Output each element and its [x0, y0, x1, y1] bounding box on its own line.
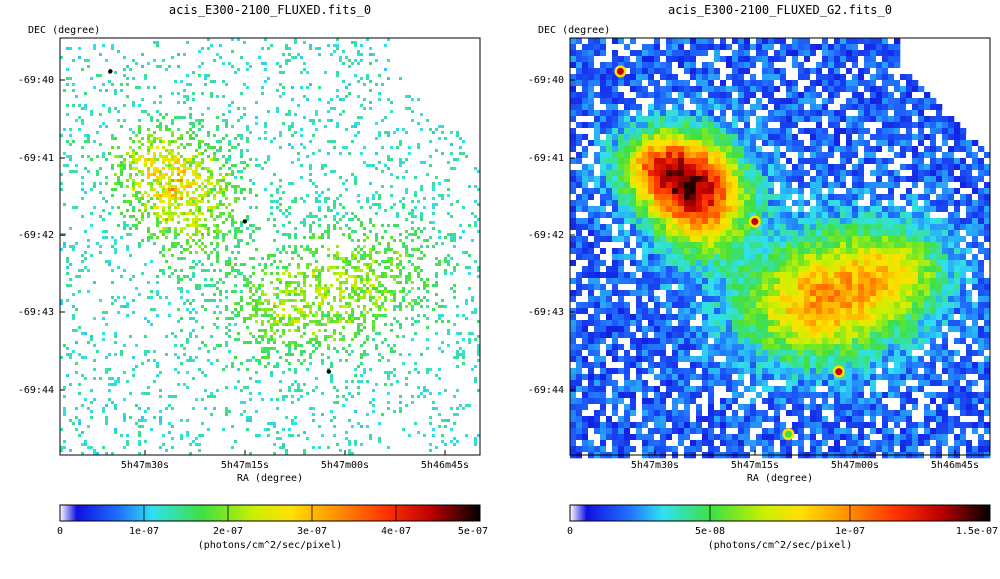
point-source	[835, 368, 842, 375]
fluxed-g2-y-tick-label: -69:40	[528, 75, 564, 86]
fluxed-chart-svg: acis_E300-2100_FLUXED.fits_0 DEC (degree…	[0, 0, 500, 575]
point-source	[617, 68, 624, 75]
point-source	[327, 369, 331, 373]
fluxed-g2-colorbar-tick-label: 0	[567, 526, 573, 537]
fluxed-g2-y-tick-label: -69:41	[528, 153, 564, 164]
fluxed-colorbar-tick-label: 5e-07	[458, 526, 488, 537]
fluxed-g2-x-tick-label: 5h47m30s	[631, 460, 679, 471]
fluxed-g2-y-tick-label: -69:43	[528, 307, 564, 318]
fluxed-g2-colorbar-tick-label: 1e-07	[835, 526, 865, 537]
fluxed-x-tick-label: 5h47m30s	[121, 460, 169, 471]
fluxed-image-panel: acis_E300-2100_FLUXED.fits_0 DEC (degree…	[0, 0, 500, 575]
fluxed-g2-y-tick-label: -69:42	[528, 230, 564, 241]
fluxed-colorbar-tick-label: 1e-07	[129, 526, 159, 537]
fluxed-y-tick-label: -69:43	[18, 307, 54, 318]
fluxed-y-tick-label: -69:42	[18, 230, 54, 241]
fluxed-y-axis-label: DEC (degree)	[28, 25, 100, 36]
fluxed-g2-y-axis-label: DEC (degree)	[538, 25, 610, 36]
fluxed-colorbar-tick-label: 0	[57, 526, 63, 537]
fluxed-x-axis-label: RA (degree)	[237, 473, 303, 484]
point-source	[751, 218, 758, 225]
point-source	[108, 69, 112, 73]
fluxed-colorbar-label: (photons/cm^2/sec/pixel)	[198, 540, 343, 551]
fluxed-y-tick-label: -69:40	[18, 75, 54, 86]
fluxed-colorbar	[60, 505, 480, 521]
fluxed-g2-x-tick-label: 5h47m00s	[831, 460, 879, 471]
fluxed-g2-image[interactable]	[570, 38, 990, 458]
fluxed-g2-x-axis-label: RA (degree)	[747, 473, 813, 484]
fluxed-g2-colorbar-tick-label: 5e-08	[695, 526, 725, 537]
fluxed-x-tick-label: 5h47m15s	[221, 460, 269, 471]
fluxed-x-tick-label: 5h46m45s	[421, 460, 469, 471]
fluxed-title: acis_E300-2100_FLUXED.fits_0	[169, 3, 371, 17]
fluxed-g2-colorbar-label: (photons/cm^2/sec/pixel)	[708, 540, 853, 551]
fluxed-g2-x-tick-label: 5h47m15s	[731, 460, 779, 471]
point-source	[785, 431, 792, 438]
point-source	[243, 219, 247, 223]
fluxed-g2-chart-svg: acis_E300-2100_FLUXED_G2.fits_0 DEC (deg…	[500, 0, 1000, 575]
fluxed-g2-y-tick-label: -69:44	[528, 385, 564, 396]
fluxed-colorbar-tick-label: 2e-07	[213, 526, 243, 537]
fluxed-y-tick-label: -69:41	[18, 153, 54, 164]
fluxed-g2-x-tick-label: 5h46m45s	[931, 460, 979, 471]
fluxed-y-tick-label: -69:44	[18, 385, 54, 396]
fluxed-g2-title: acis_E300-2100_FLUXED_G2.fits_0	[668, 3, 892, 17]
fluxed-colorbar-tick-label: 3e-07	[297, 526, 327, 537]
fluxed-colorbar-tick-label: 4e-07	[381, 526, 411, 537]
fluxed-g2-colorbar-tick-label: 1.5e-07	[956, 526, 998, 537]
fluxed-g2-colorbar	[570, 505, 990, 521]
fluxed-g2-image-panel: acis_E300-2100_FLUXED_G2.fits_0 DEC (deg…	[500, 0, 1000, 575]
fluxed-x-tick-label: 5h47m00s	[321, 460, 369, 471]
